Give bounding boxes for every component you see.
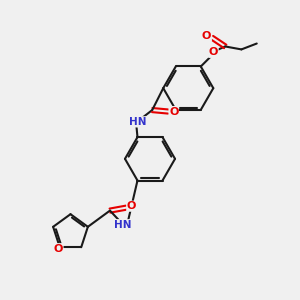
Text: O: O (54, 244, 63, 254)
Text: O: O (127, 201, 136, 211)
Text: O: O (54, 244, 63, 254)
Text: HN: HN (129, 117, 146, 127)
Text: O: O (209, 47, 218, 57)
Text: O: O (169, 106, 178, 116)
Text: O: O (202, 31, 211, 41)
Text: HN: HN (114, 220, 131, 230)
